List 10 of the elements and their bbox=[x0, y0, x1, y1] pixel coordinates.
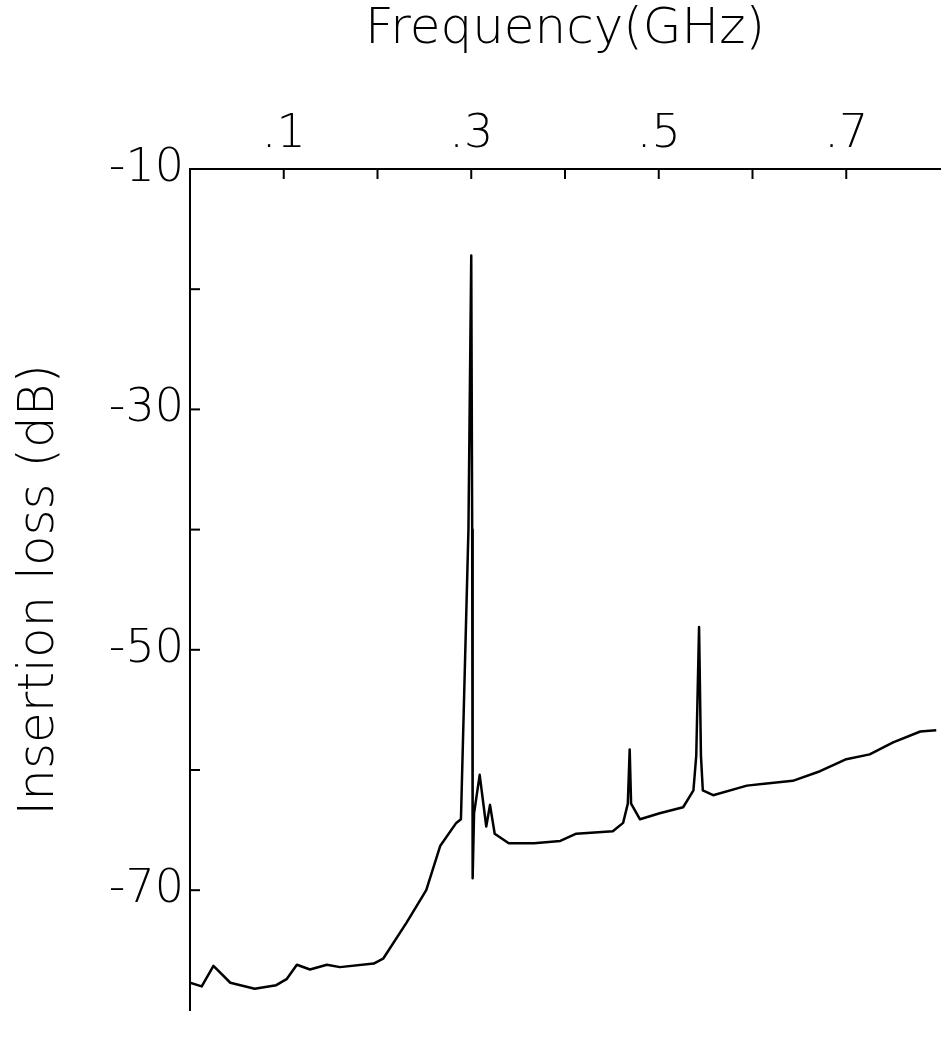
x-tick-label: .3 bbox=[449, 104, 494, 159]
x-tick-label: .7 bbox=[824, 104, 869, 159]
y-axis-title: Insertion loss (dB) bbox=[6, 363, 65, 816]
x-tick-label: .5 bbox=[636, 104, 681, 159]
y-tick-label: -30 bbox=[108, 378, 184, 433]
y-tick-label: -50 bbox=[108, 618, 184, 673]
x-tick-label: .1 bbox=[261, 104, 306, 159]
y-tick-label: -70 bbox=[108, 859, 184, 914]
y-tick-label: -10 bbox=[108, 137, 184, 192]
x-axis-title: Frequency(GHz) bbox=[365, 0, 765, 55]
